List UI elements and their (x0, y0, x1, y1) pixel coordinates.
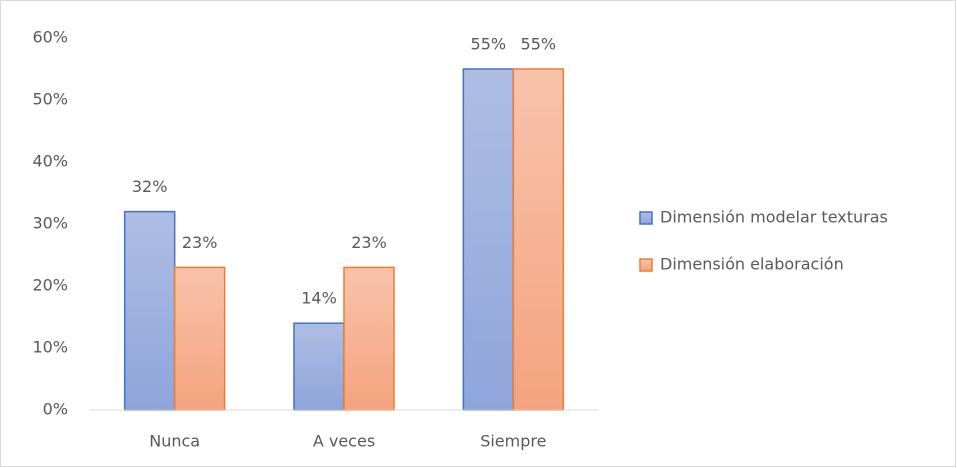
x-tick-label: A veces (313, 432, 375, 451)
bar (512, 68, 565, 411)
y-tick-label: 0% (43, 400, 68, 419)
y-tick-label: 20% (32, 276, 68, 295)
y-tick-label: 10% (32, 338, 68, 357)
legend-label: Dimensión elaboración (660, 255, 844, 274)
legend-label: Dimensión modelar texturas (660, 208, 888, 227)
bar (462, 68, 515, 411)
data-label: 55% (521, 35, 557, 54)
data-label: 23% (351, 233, 387, 252)
data-label: 32% (132, 177, 168, 196)
legend-swatch (639, 211, 653, 225)
bar (123, 210, 176, 411)
y-tick-label: 60% (32, 28, 68, 47)
data-label: 14% (301, 289, 337, 308)
bar (343, 266, 395, 411)
bar (173, 266, 226, 411)
data-label: 23% (182, 233, 218, 252)
x-tick-label: Nunca (149, 432, 200, 451)
bar (293, 322, 345, 411)
legend-swatch (639, 258, 653, 272)
y-tick-label: 30% (32, 214, 68, 233)
data-label: 55% (471, 35, 507, 54)
y-tick-label: 40% (32, 152, 68, 171)
x-tick-label: Siempre (480, 432, 546, 451)
y-tick-label: 50% (32, 90, 68, 109)
